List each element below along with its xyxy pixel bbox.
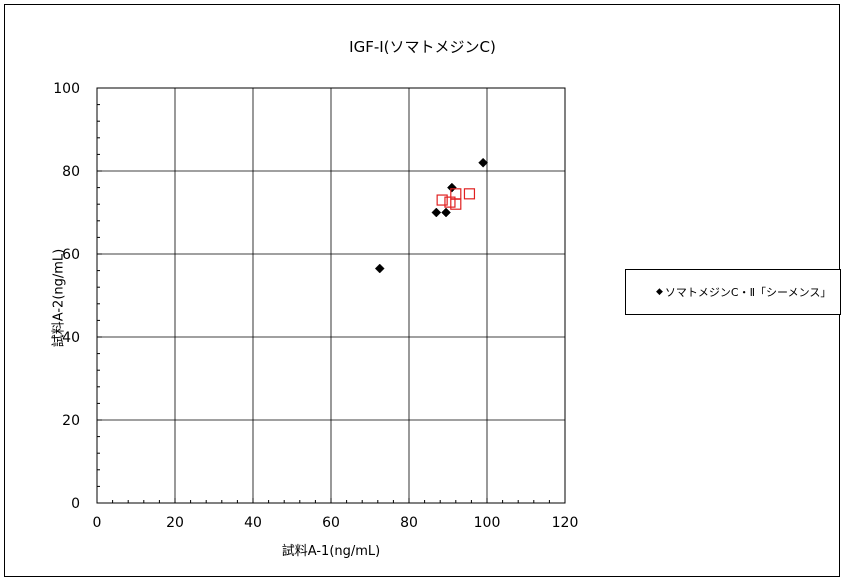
x-tick-label: 80 xyxy=(400,515,418,531)
x-tick-label: 60 xyxy=(322,515,340,531)
diamond-point xyxy=(441,207,451,218)
legend: ◆ ソマトメジンC・Ⅱ「シーメンス」 xyxy=(625,269,841,315)
x-tick-label: 0 xyxy=(93,515,102,531)
x-tick-label: 20 xyxy=(166,515,184,531)
y-axis-label: 試料A-2(ng/mL) xyxy=(51,248,67,348)
diamond-marker-icon: ◆ xyxy=(656,287,663,297)
x-tick-label: 40 xyxy=(244,515,262,531)
diamond-point xyxy=(431,207,442,218)
square-point xyxy=(436,194,448,206)
y-tick-label: 60 xyxy=(62,247,80,263)
legend-entry-label: ソマトメジンC・Ⅱ「シーメンス」 xyxy=(664,286,832,299)
y-tick-label: 20 xyxy=(62,413,80,429)
y-tick-label: 0 xyxy=(71,496,80,512)
x-tick-label: 120 xyxy=(552,515,579,531)
x-axis-label: 試料A-1(ng/mL) xyxy=(281,544,381,559)
diamond-point xyxy=(478,157,488,168)
square-point xyxy=(463,188,476,200)
y-tick-label: 100 xyxy=(53,81,80,97)
diamond-point xyxy=(374,263,385,274)
chart-title: IGF-Ⅰ(ソマトメジンC) xyxy=(349,38,496,56)
square-point xyxy=(444,196,456,208)
x-tick-label: 100 xyxy=(474,515,501,531)
diamond-point xyxy=(447,182,457,193)
square-point xyxy=(450,198,462,210)
y-tick-label: 40 xyxy=(62,330,80,346)
y-tick-label: 80 xyxy=(62,164,80,180)
